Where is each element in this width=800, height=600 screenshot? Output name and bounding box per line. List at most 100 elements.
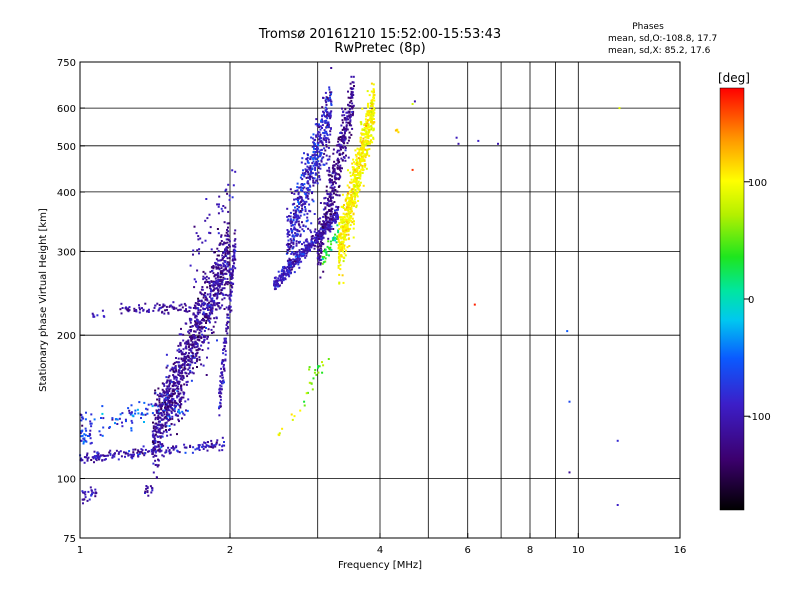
echo-point [324,196,327,199]
echo-point [161,432,164,435]
echo-point [197,444,200,447]
echo-point [356,161,359,164]
echo-point [171,366,174,369]
echo-point [154,425,157,428]
echo-point [343,244,346,247]
echo-point [291,418,294,421]
echo-point [328,123,330,126]
echo-point [352,81,355,84]
echo-point [354,171,357,174]
echo-point [170,423,173,425]
echo-point [297,223,300,226]
echo-point [289,218,292,221]
echo-point [304,172,307,175]
echo-point [205,374,208,376]
echo-point [204,312,207,315]
echo-point [226,233,229,236]
echo-point [170,368,173,371]
echo-point [335,177,338,180]
echo-point [227,261,230,264]
echo-point [156,476,158,479]
echo-point [289,272,292,275]
echo-point [192,334,195,337]
echo-point [198,336,201,339]
echo-point [317,160,320,163]
echo-point [130,429,133,432]
echo-point [345,249,347,252]
echo-point [226,316,229,319]
echo-point [226,265,229,268]
echo-point [319,133,322,136]
echo-point [360,123,363,126]
echo-point [186,409,189,412]
echo-point [201,288,204,291]
echo-point [309,169,312,172]
echo-point [311,241,314,244]
echo-point [228,305,231,308]
echo-point [167,400,170,403]
echo-point [310,235,313,238]
echo-point [348,203,351,206]
echo-point [357,200,360,202]
echo-point [165,449,168,452]
echo-point [298,202,301,205]
echo-point [348,136,351,139]
echo-point [331,179,333,182]
echo-point [210,266,213,269]
echo-point [310,237,313,240]
echo-point [339,170,342,173]
echo-point [336,166,339,169]
echo-point [321,118,323,121]
echo-point [202,301,205,304]
echo-point [288,248,291,251]
echo-point [294,260,297,263]
echo-point [300,255,303,258]
echo-point [301,228,304,231]
echo-point [317,371,320,374]
echo-point [173,410,176,413]
echo-point [196,447,199,450]
echo-point [177,450,179,453]
echo-point [295,233,298,236]
echo-point [358,148,361,151]
echo-point [227,244,230,246]
echo-point [312,377,315,380]
echo-point [118,451,121,454]
echo-point [314,244,316,247]
echo-point [93,418,96,421]
echo-point [328,221,331,224]
echo-point [331,237,334,240]
echo-point [325,108,328,111]
echo-point [98,457,101,460]
echo-point [90,422,93,425]
echo-point [311,154,314,157]
echo-point [333,201,336,203]
echo-point [338,143,341,146]
echo-point [308,366,311,369]
echo-point [302,203,304,206]
echo-point [323,222,326,224]
echo-point [323,250,326,253]
echo-point [312,160,315,163]
echo-point [180,333,183,336]
echo-point [194,341,197,344]
echo-point [345,127,348,130]
echo-point [189,446,192,448]
echo-point [365,140,368,142]
echo-point [359,170,362,173]
echo-point [299,233,302,236]
echo-point [331,175,334,178]
echo-point [229,298,232,301]
echo-point [136,451,139,454]
echo-point [361,157,364,160]
echo-point [343,204,345,206]
echo-point [204,292,207,294]
echo-point [344,208,347,211]
echo-point [353,175,356,178]
echo-point [343,137,346,139]
echo-point [294,258,297,261]
echo-point [345,206,348,209]
echo-point [207,335,209,338]
echo-point [333,177,336,180]
echo-point [154,440,157,443]
